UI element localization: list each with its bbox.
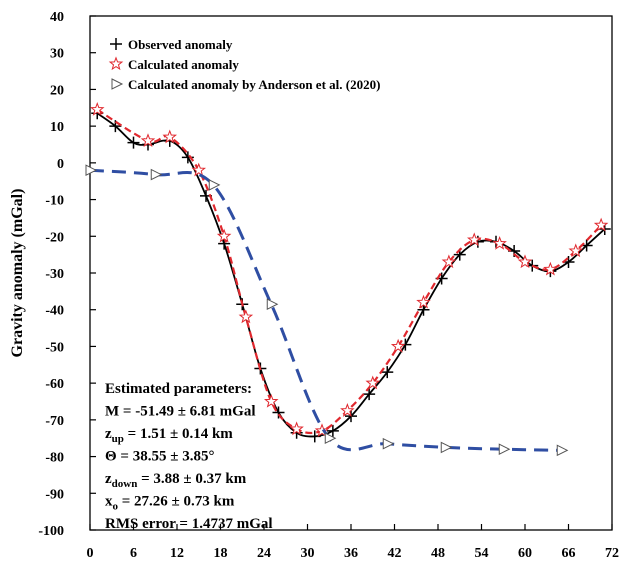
star-marker bbox=[162, 129, 178, 144]
triangle-marker bbox=[382, 437, 395, 450]
triangle-marker bbox=[324, 432, 337, 445]
annotation-base: z bbox=[105, 471, 112, 487]
triangle-marker bbox=[498, 443, 511, 456]
y-tick-label: -20 bbox=[45, 230, 64, 245]
y-tick-label: -80 bbox=[45, 451, 64, 466]
star-marker bbox=[568, 243, 584, 258]
legend-label: Observed anomaly bbox=[128, 37, 233, 52]
star-marker bbox=[340, 403, 355, 417]
y-tick-label: -70 bbox=[45, 414, 64, 429]
y-tick-label: 40 bbox=[50, 10, 64, 25]
annotation-text: Θ = 38.55 ± 3.85° bbox=[105, 449, 214, 465]
annotation-line: Estimated parameters: bbox=[105, 381, 252, 397]
star-marker bbox=[543, 261, 558, 276]
plus-marker bbox=[363, 388, 376, 401]
x-tick-label: 48 bbox=[431, 546, 445, 561]
x-tick-label: 24 bbox=[257, 546, 271, 561]
triangle-marker bbox=[556, 444, 569, 457]
annotation-line: zdown = 3.88 ± 0.37 km bbox=[105, 471, 247, 490]
star-marker bbox=[140, 133, 156, 147]
y-tick-label: -10 bbox=[45, 194, 64, 209]
y-tick-label: -100 bbox=[38, 524, 64, 539]
triangle-marker bbox=[111, 78, 124, 90]
annotation-text: = 3.88 ± 0.37 km bbox=[137, 471, 246, 487]
annotation-text: Estimated parameters: bbox=[105, 381, 252, 397]
triangle-marker bbox=[150, 168, 163, 181]
annotation-sub: down bbox=[112, 478, 138, 490]
annotation-sub: o bbox=[113, 501, 119, 513]
y-tick-label: 10 bbox=[50, 120, 64, 135]
y-tick-label: -40 bbox=[45, 304, 64, 319]
annotation-text: RMS error = 1.4737 mGal bbox=[105, 516, 273, 532]
plus-marker bbox=[308, 430, 321, 443]
star-marker bbox=[216, 228, 232, 243]
annotation-text: = 27.26 ± 0.73 km bbox=[118, 494, 235, 510]
annotation-line: xo = 27.26 ± 0.73 km bbox=[105, 494, 235, 513]
star-marker bbox=[108, 56, 124, 71]
annotation-line: RMS error = 1.4737 mGal bbox=[105, 516, 273, 532]
plus-marker bbox=[127, 136, 140, 149]
y-tick-label: -60 bbox=[45, 377, 64, 392]
x-tick-label: 30 bbox=[301, 546, 315, 561]
plus-marker bbox=[381, 366, 394, 379]
x-tick-label: 54 bbox=[475, 546, 489, 561]
triangle-marker bbox=[85, 164, 98, 177]
y-tick-label: -30 bbox=[45, 267, 64, 282]
x-tick-label: 0 bbox=[87, 546, 94, 561]
plus-marker bbox=[272, 406, 285, 419]
legend-label: Calculated anomaly by Anderson et al. (2… bbox=[128, 77, 380, 92]
y-tick-label: 30 bbox=[50, 47, 64, 62]
plus-marker bbox=[417, 303, 430, 316]
star-marker bbox=[466, 232, 482, 247]
star-marker bbox=[416, 294, 431, 309]
x-tick-label: 60 bbox=[518, 546, 532, 561]
annotation-text: M = -51.49 ± 6.81 mGal bbox=[105, 404, 256, 420]
y-tick-label: -50 bbox=[45, 340, 64, 355]
plus-marker bbox=[326, 424, 339, 437]
plot-frame bbox=[89, 15, 613, 531]
annotation-base: x bbox=[105, 494, 113, 510]
x-tick-label: 66 bbox=[562, 546, 576, 561]
star-marker bbox=[238, 309, 254, 324]
plus-marker bbox=[181, 151, 194, 164]
star-marker bbox=[441, 254, 457, 269]
annotation-line: zup = 1.51 ± 0.14 km bbox=[105, 426, 233, 445]
series-line bbox=[96, 108, 602, 435]
x-tick-label: 36 bbox=[344, 546, 358, 561]
y-tick-label: 0 bbox=[57, 157, 64, 172]
star-marker bbox=[289, 421, 304, 436]
annotation-line: M = -51.49 ± 6.81 mGal bbox=[105, 404, 256, 420]
triangle-marker bbox=[266, 298, 279, 311]
star-marker bbox=[593, 217, 609, 232]
triangle-marker bbox=[440, 441, 453, 454]
x-tick-label: 72 bbox=[605, 546, 619, 561]
x-tick-label: 6 bbox=[130, 546, 137, 561]
y-tick-label: 20 bbox=[50, 83, 64, 98]
triangle-marker bbox=[208, 179, 221, 191]
annotation-sub: up bbox=[112, 433, 124, 445]
y-axis-label: Gravity anomaly (mGal) bbox=[9, 189, 26, 358]
star-marker bbox=[365, 375, 381, 390]
star-marker bbox=[191, 162, 207, 177]
annotation-base: z bbox=[105, 426, 112, 442]
annotation-line: Θ = 38.55 ± 3.85° bbox=[105, 449, 214, 465]
star-marker bbox=[517, 254, 533, 269]
x-tick-label: 42 bbox=[388, 546, 402, 561]
star-marker bbox=[89, 101, 105, 116]
x-tick-label: 18 bbox=[214, 546, 228, 561]
star-marker bbox=[492, 235, 507, 250]
star-marker bbox=[263, 393, 279, 408]
plus-marker bbox=[110, 38, 122, 50]
star-marker bbox=[390, 338, 406, 353]
annotation-text: = 1.51 ± 0.14 km bbox=[124, 426, 233, 442]
y-tick-label: -90 bbox=[45, 487, 64, 502]
star-marker bbox=[314, 423, 330, 438]
series-line bbox=[89, 168, 562, 452]
legend-label: Calculated anomaly bbox=[128, 57, 239, 72]
x-tick-label: 12 bbox=[170, 546, 184, 561]
